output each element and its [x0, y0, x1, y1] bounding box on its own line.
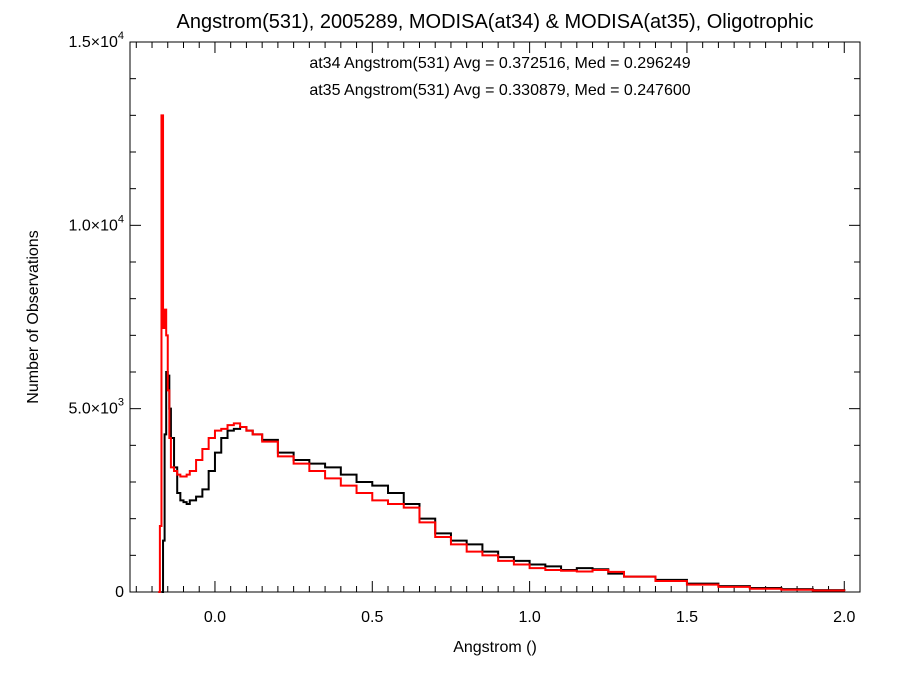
y-axis-label: Number of Observations — [25, 230, 42, 403]
x-tick-label: 1.0 — [518, 609, 540, 626]
x-tick-label: 2.0 — [833, 609, 855, 626]
axis-ticks — [130, 41, 861, 593]
y-tick-label: 1.0×104 — [68, 213, 124, 234]
y-tick-label: 1.5×104 — [68, 30, 124, 51]
annotation-at34: at34 Angstrom(531) Avg = 0.372516, Med =… — [309, 55, 690, 72]
y-tick-exponent: 3 — [118, 397, 124, 409]
y-tick-label: 0 — [115, 584, 124, 601]
x-axis-label: Angstrom () — [453, 639, 537, 656]
series-1-line — [158, 114, 846, 593]
x-tick-label: 1.5 — [676, 609, 698, 626]
x-tick-label: 0.0 — [204, 609, 226, 626]
y-tick-mantissa: 1.5×10 — [68, 34, 117, 51]
series-0-line — [161, 371, 846, 593]
y-tick-exponent: 4 — [118, 30, 124, 42]
y-tick-mantissa: 1.0×10 — [68, 217, 117, 234]
chart-title: Angstrom(531), 2005289, MODISA(at34) & M… — [177, 11, 814, 33]
annotation-at35: at35 Angstrom(531) Avg = 0.330879, Med =… — [309, 82, 690, 99]
plot-frame — [129, 41, 861, 593]
x-tick-label: 0.5 — [361, 609, 383, 626]
y-tick-mantissa: 5.0×10 — [68, 401, 117, 418]
y-tick-exponent: 4 — [118, 213, 124, 225]
series-group — [158, 114, 846, 593]
y-tick-label: 5.0×103 — [68, 397, 124, 418]
y-tick-mantissa: 0 — [115, 584, 124, 601]
